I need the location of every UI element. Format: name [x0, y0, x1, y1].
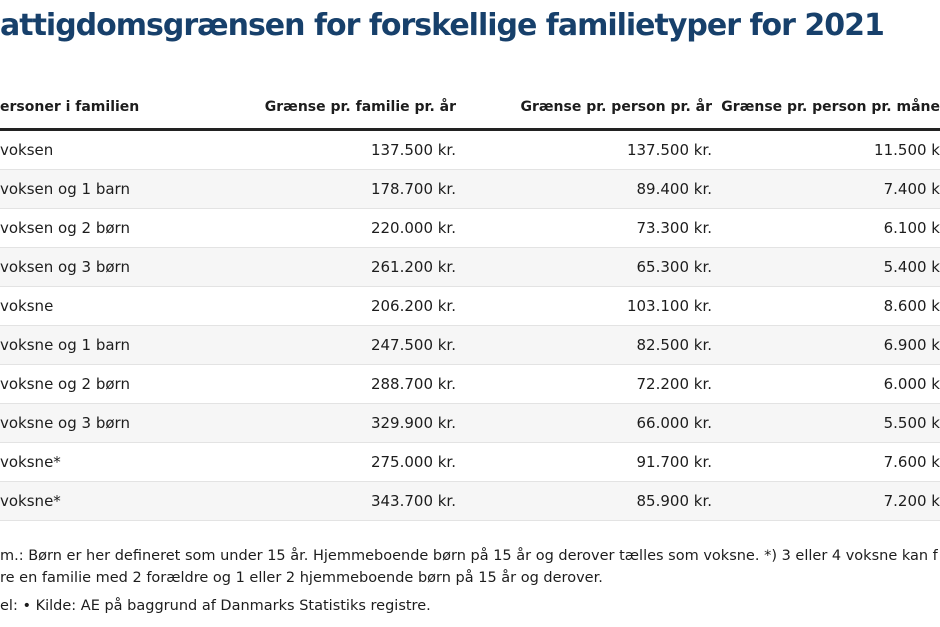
table-cell: voksen og 1 barn — [0, 180, 130, 198]
table-cell: voksne og 2 børn — [0, 375, 130, 393]
table-cell: 137.500 kr. — [370, 141, 456, 159]
table-row: voksen og 3 børn 261.200 kr. 65.300 kr. 5.4… — [0, 248, 940, 287]
table-cell: 82.500 kr. — [636, 336, 713, 354]
table-cell: 66.000 kr. — [636, 414, 713, 432]
table-cell: 73.300 kr. — [636, 219, 713, 237]
title: attigdomsgrænsen for forskellige familie… — [0, 8, 885, 43]
table-row: voksen og 2 børn 220.000 kr. 73.300 kr. 6.1… — [0, 209, 940, 248]
table-cell: 8.600 k — [883, 297, 940, 315]
note: el: • Kilde: AE på baggrund af Danmarks … — [0, 598, 431, 614]
table-cell: 261.200 kr. — [370, 258, 456, 276]
table-cell: voksne* — [0, 453, 61, 471]
table-cell: 11.500 k — [874, 141, 940, 159]
table-cell: 5.400 k — [883, 258, 940, 276]
table-cell: voksne og 1 barn — [0, 336, 130, 354]
header-cell: Grænse pr. person pr. måne — [721, 99, 940, 115]
table-cell: 178.700 kr. — [370, 180, 456, 198]
table-row: voksne og 3 børn 329.900 kr. 66.000 kr. 5.5… — [0, 404, 940, 443]
table-cell: 65.300 kr. — [636, 258, 713, 276]
table-row: voksne* 275.000 kr. 91.700 kr. 7.600 k — [0, 443, 940, 482]
table-cell: 91.700 kr. — [636, 453, 713, 471]
header-cell: Grænse pr. familie pr. år — [264, 99, 456, 115]
table-cell: 288.700 kr. — [370, 375, 456, 393]
table-cell: 329.900 kr. — [370, 414, 456, 432]
table-cell: 85.900 kr. — [636, 492, 713, 510]
table-cell: 89.400 kr. — [636, 180, 713, 198]
note: m.: Børn er her defineret som under 15 å… — [0, 548, 938, 564]
notes: m.: Børn er her defineret som under 15 å… — [0, 545, 938, 617]
table-row: voksne* 343.700 kr. 85.900 kr. 7.200 k — [0, 482, 940, 521]
table-cell: voksen og 2 børn — [0, 219, 130, 237]
table-cell: 220.000 kr. — [370, 219, 456, 237]
table-cell: 6.000 k — [883, 375, 940, 393]
table-cell: 206.200 kr. — [370, 297, 456, 315]
table-cell: 247.500 kr. — [370, 336, 456, 354]
table-row: voksne og 2 børn 288.700 kr. 72.200 kr. 6.0… — [0, 365, 940, 404]
table-row: voksen og 1 barn 178.700 kr. 89.400 kr. 7.4… — [0, 170, 940, 209]
table-cell: 275.000 kr. — [370, 453, 456, 471]
table-cell: 137.500 kr. — [626, 141, 712, 159]
table-cell: voksne — [0, 297, 54, 315]
table-cell: voksen og 3 børn — [0, 258, 130, 276]
note: re en familie med 2 forældre og 1 eller … — [0, 570, 603, 586]
table-cell: voksne og 3 børn — [0, 414, 130, 432]
table-cell: 72.200 kr. — [636, 375, 713, 393]
table-cell: 7.400 k — [883, 180, 940, 198]
table-cell: voksen — [0, 141, 54, 159]
table-cell: 343.700 kr. — [370, 492, 456, 510]
header-cell: ersoner i familien — [0, 99, 140, 115]
table-cell: 5.500 k — [883, 414, 940, 432]
table-cell: 103.100 kr. — [626, 297, 712, 315]
table-cell: 7.200 k — [883, 492, 940, 510]
header-row: ersoner i familien Grænse pr. familie pr.… — [0, 88, 940, 131]
table-row: voksen 137.500 kr. 137.500 kr. 11.500 k — [0, 131, 940, 170]
table-cell: 6.900 k — [883, 336, 940, 354]
table: ersoner i familien Grænse pr. familie pr.… — [0, 88, 940, 521]
table-cell: 6.100 k — [883, 219, 940, 237]
header-cell: Grænse pr. person pr. år — [520, 99, 712, 115]
table-row: voksne 206.200 kr. 103.100 kr. 8.600 k — [0, 287, 940, 326]
table-cell: 7.600 k — [883, 453, 940, 471]
table-cell: voksne* — [0, 492, 61, 510]
table-row: voksne og 1 barn 247.500 kr. 82.500 kr. 6.9… — [0, 326, 940, 365]
